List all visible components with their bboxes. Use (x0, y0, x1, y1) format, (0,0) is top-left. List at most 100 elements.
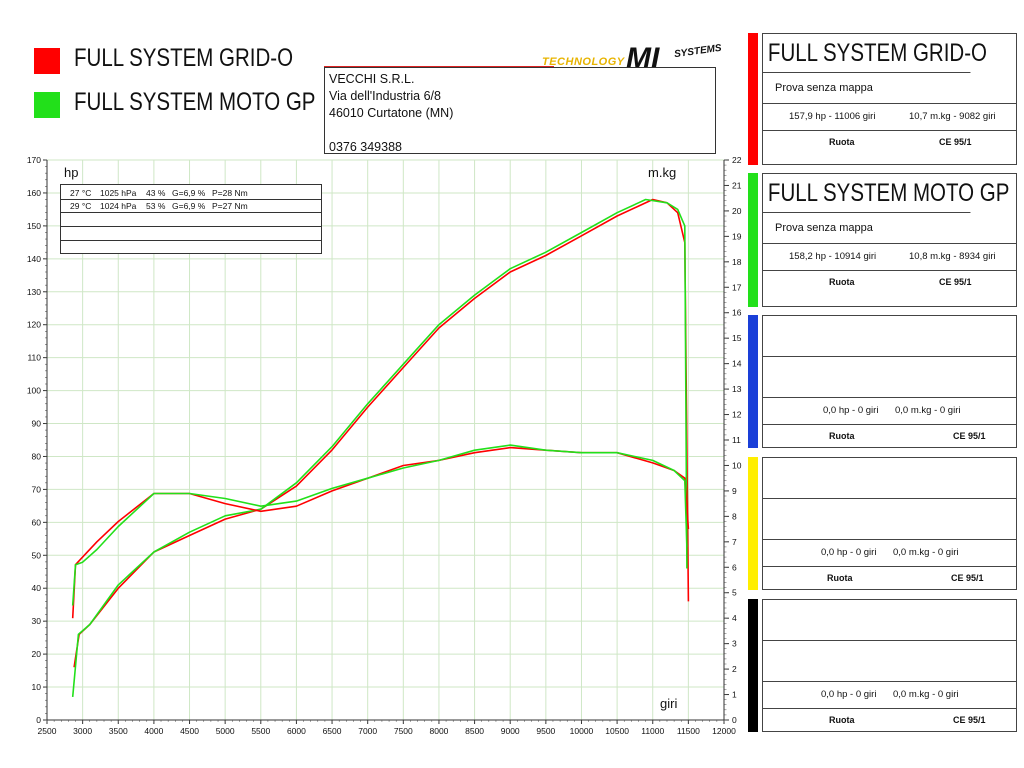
result-panel-grid-o: FULL SYSTEM GRID-O Prova senza mappa 157… (748, 33, 1017, 165)
address-line-2: Via dell'Industria 6/8 (329, 89, 441, 103)
series-line-hp-moto-gp (71, 198, 688, 697)
panel-color-bar (748, 33, 758, 165)
x-tick-label: 3000 (73, 726, 92, 736)
panel-values: 158,2 hp - 10914 giri 10,8 m.kg - 8934 g… (763, 244, 1016, 271)
address-phone: 0376 349388 (329, 140, 402, 154)
y-tick-label-right: 18 (732, 257, 742, 267)
y-tick-label-left: 30 (32, 616, 42, 626)
panel-torque: 10,7 m.kg - 9082 giri (909, 111, 996, 122)
cond-1-humidity: 43 % (146, 188, 166, 198)
panel-footer: Ruota CE 95/1 (763, 131, 1016, 154)
panel-title: FULL SYSTEM MOTO GP (763, 174, 1009, 213)
panel-color-bar (748, 173, 758, 307)
y-tick-label-right: 17 (732, 282, 742, 292)
y-tick-label-left: 70 (32, 484, 42, 494)
panel-wheel: Ruota (827, 573, 853, 583)
y-tick-label-right: 16 (732, 308, 742, 318)
x-tick-label: 8000 (429, 726, 448, 736)
panel-wheel: Ruota (829, 715, 855, 725)
panel-hp: 0,0 hp - 0 giri (821, 547, 877, 558)
y-tick-label-right: 2 (732, 664, 737, 674)
y-tick-label-right: 0 (732, 715, 737, 725)
panel-title (763, 316, 1016, 357)
x-tick-label: 6500 (323, 726, 342, 736)
x-tick-label: 4500 (180, 726, 199, 736)
y-tick-label-right: 19 (732, 231, 742, 241)
result-panel-yellow: 0,0 hp - 0 giri 0,0 m.kg - 0 giri Ruota … (748, 457, 1017, 590)
panel-box: FULL SYSTEM GRID-O Prova senza mappa 157… (762, 33, 1017, 165)
panel-hp: 0,0 hp - 0 giri (821, 689, 877, 700)
y-tick-label-right: 5 (732, 588, 737, 598)
panel-title (763, 458, 1016, 499)
legend-label: FULL SYSTEM MOTO GP (74, 88, 316, 116)
x-tick-label: 10000 (570, 726, 594, 736)
panel-norm: CE 95/1 (939, 277, 972, 287)
y-tick-label-right: 15 (732, 333, 742, 343)
logo-left-text: TECHNOLOGY (542, 56, 625, 68)
x-tick-label: 6000 (287, 726, 306, 736)
address-line-1: VECCHI S.R.L. (329, 72, 415, 86)
cond-2-humidity: 53 % (146, 201, 166, 211)
result-panel-blue: 0,0 hp - 0 giri 0,0 m.kg - 0 giri Ruota … (748, 315, 1017, 448)
panel-box: 0,0 hp - 0 giri 0,0 m.kg - 0 giri Ruota … (762, 457, 1017, 590)
cond-2-temp: 29 °C (70, 201, 91, 211)
y-tick-label-right: 10 (732, 460, 742, 470)
panel-hp: 158,2 hp - 10914 giri (789, 251, 877, 262)
x-tick-label: 2500 (38, 726, 57, 736)
chart-axes: 2500 3000 3500 4000 4500 5000 5500 6000 6500 7000… (27, 155, 742, 736)
logo-brand: MI (626, 42, 660, 75)
panel-norm: CE 95/1 (939, 137, 972, 147)
panel-torque: 0,0 m.kg - 0 giri (893, 547, 959, 558)
panel-box: 0,0 hp - 0 giri 0,0 m.kg - 0 giri Ruota … (762, 315, 1017, 448)
cond-1-pressure: 1025 hPa (100, 188, 137, 198)
panel-subtitle: Prova senza mappa (763, 213, 1016, 244)
panel-subtitle (763, 641, 1016, 682)
x-tick-label: 9500 (536, 726, 555, 736)
panel-box: 0,0 hp - 0 giri 0,0 m.kg - 0 giri Ruota … (762, 599, 1017, 732)
panel-subtitle: Prova senza mappa (763, 73, 1016, 104)
x-axis-label: giri (660, 696, 677, 711)
y-tick-label-left: 80 (32, 451, 42, 461)
panel-wheel: Ruota (829, 431, 855, 441)
x-tick-label: 3500 (109, 726, 128, 736)
panel-footer: Ruota CE 95/1 (763, 709, 1016, 732)
panel-values: 0,0 hp - 0 giri 0,0 m.kg - 0 giri (763, 398, 1016, 425)
y-tick-label-right: 14 (732, 359, 742, 369)
panel-wheel: Ruota (829, 277, 855, 287)
y-tick-label-left: 20 (32, 649, 42, 659)
panel-norm: CE 95/1 (953, 715, 986, 725)
legend-swatch-red (34, 48, 60, 74)
result-panel-black: 0,0 hp - 0 giri 0,0 m.kg - 0 giri Ruota … (748, 599, 1017, 732)
y-tick-label-right: 4 (732, 613, 737, 623)
legend-swatch-green (34, 92, 60, 118)
chart-series (71, 198, 690, 697)
panel-color-bar (748, 457, 758, 590)
conditions-table: 27 °C 1025 hPa 43 % G=6,9 % P=28 Nm 29 °… (60, 184, 322, 254)
x-tick-label: 12000 (712, 726, 736, 736)
x-tick-label: 5000 (216, 726, 235, 736)
panel-hp: 0,0 hp - 0 giri (823, 405, 879, 416)
panel-torque: 0,0 m.kg - 0 giri (893, 689, 959, 700)
panel-values: 157,9 hp - 11006 giri 10,7 m.kg - 9082 g… (763, 104, 1016, 131)
address-box: VECCHI S.R.L. Via dell'Industria 6/8 460… (324, 67, 716, 154)
x-tick-label: 5500 (251, 726, 270, 736)
panel-color-bar (748, 599, 758, 732)
y-tick-label-right: 20 (732, 206, 742, 216)
panel-box: FULL SYSTEM MOTO GP Prova senza mappa 15… (762, 173, 1017, 307)
panel-values: 0,0 hp - 0 giri 0,0 m.kg - 0 giri (763, 540, 1016, 567)
y-tick-label-right: 9 (732, 486, 737, 496)
y-tick-label-right: 11 (732, 435, 741, 445)
y-tick-label-left: 110 (27, 353, 41, 363)
y-tick-label-left: 40 (32, 583, 42, 593)
x-tick-label: 9000 (501, 726, 520, 736)
cond-1-temp: 27 °C (70, 188, 91, 198)
y-tick-label-left: 0 (36, 715, 41, 725)
cond-1-g: G=6,9 % (172, 188, 206, 198)
y-tick-label-left: 170 (27, 155, 41, 165)
x-tick-label: 11000 (641, 726, 664, 736)
y-axis-label-left: hp (64, 165, 78, 180)
x-tick-label: 10500 (605, 726, 629, 736)
panel-norm: CE 95/1 (953, 431, 986, 441)
panel-title: FULL SYSTEM GRID-O (763, 34, 987, 73)
y-tick-label-right: 6 (732, 562, 737, 572)
